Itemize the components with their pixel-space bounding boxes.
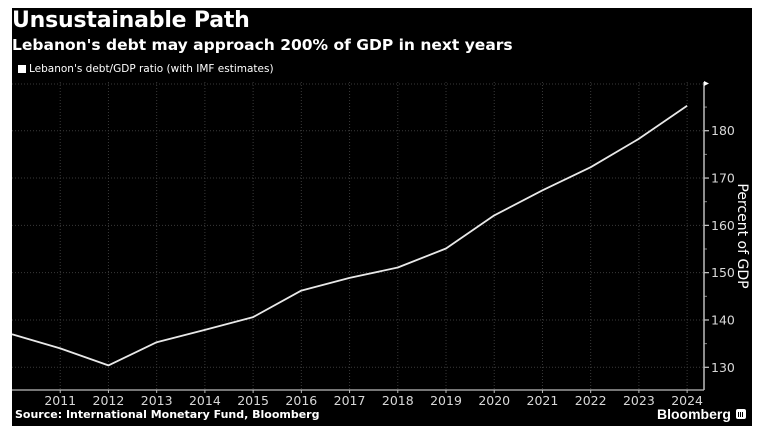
series xyxy=(11,104,688,367)
bloomberg-chart-icon xyxy=(735,409,746,419)
brand: Bloomberg xyxy=(657,405,746,423)
x-tick-label: 2021 xyxy=(527,393,559,408)
x-tick-label: 2012 xyxy=(93,393,125,408)
chart-background xyxy=(12,8,752,426)
y-tick-label: 140 xyxy=(711,312,735,327)
x-tick-label: 2015 xyxy=(237,393,269,408)
y-axis-top-marker xyxy=(704,81,709,86)
legend-label: Lebanon's debt/GDP ratio (with IMF estim… xyxy=(29,63,274,75)
y-tick-label: 130 xyxy=(711,360,735,375)
x-tick-label: 2018 xyxy=(382,393,414,408)
x-tick-label: 2024 xyxy=(671,393,703,408)
y-tick-label: 180 xyxy=(711,123,735,138)
x-tick-label: 2023 xyxy=(623,393,655,408)
y-tick-label: 160 xyxy=(711,218,735,233)
x-tick-label: 2014 xyxy=(189,393,221,408)
y-tick-label: 170 xyxy=(711,171,735,186)
x-tick-label: 2013 xyxy=(141,393,173,408)
grid xyxy=(12,82,704,390)
y-tick-label: 150 xyxy=(711,265,735,280)
x-tick-labels: 2011 2012 2013 2014 2015 2016 2017 2018 2019 2020… xyxy=(44,393,703,408)
x-tick-label: 2017 xyxy=(334,393,366,408)
chart-title: Unsustainable Path xyxy=(12,8,250,33)
x-tick-label: 2019 xyxy=(430,393,462,408)
y-axis-label: Percent of GDP xyxy=(734,183,750,289)
y-tick-labels: 130 140 150 160 170 180 xyxy=(711,123,735,375)
x-tick-label: 2022 xyxy=(575,393,607,408)
x-tick-label: 2011 xyxy=(44,393,76,408)
x-tick-label: 2020 xyxy=(478,393,510,408)
legend: Lebanon's debt/GDP ratio (with IMF estim… xyxy=(18,62,274,76)
chart-subtitle: Lebanon's debt may approach 200% of GDP … xyxy=(12,36,513,54)
source-note: Source: International Monetary Fund, Blo… xyxy=(15,408,320,421)
legend-swatch xyxy=(18,65,26,73)
axes xyxy=(12,81,709,393)
x-tick-label: 2016 xyxy=(285,393,317,408)
brand-name: Bloomberg xyxy=(657,406,731,422)
